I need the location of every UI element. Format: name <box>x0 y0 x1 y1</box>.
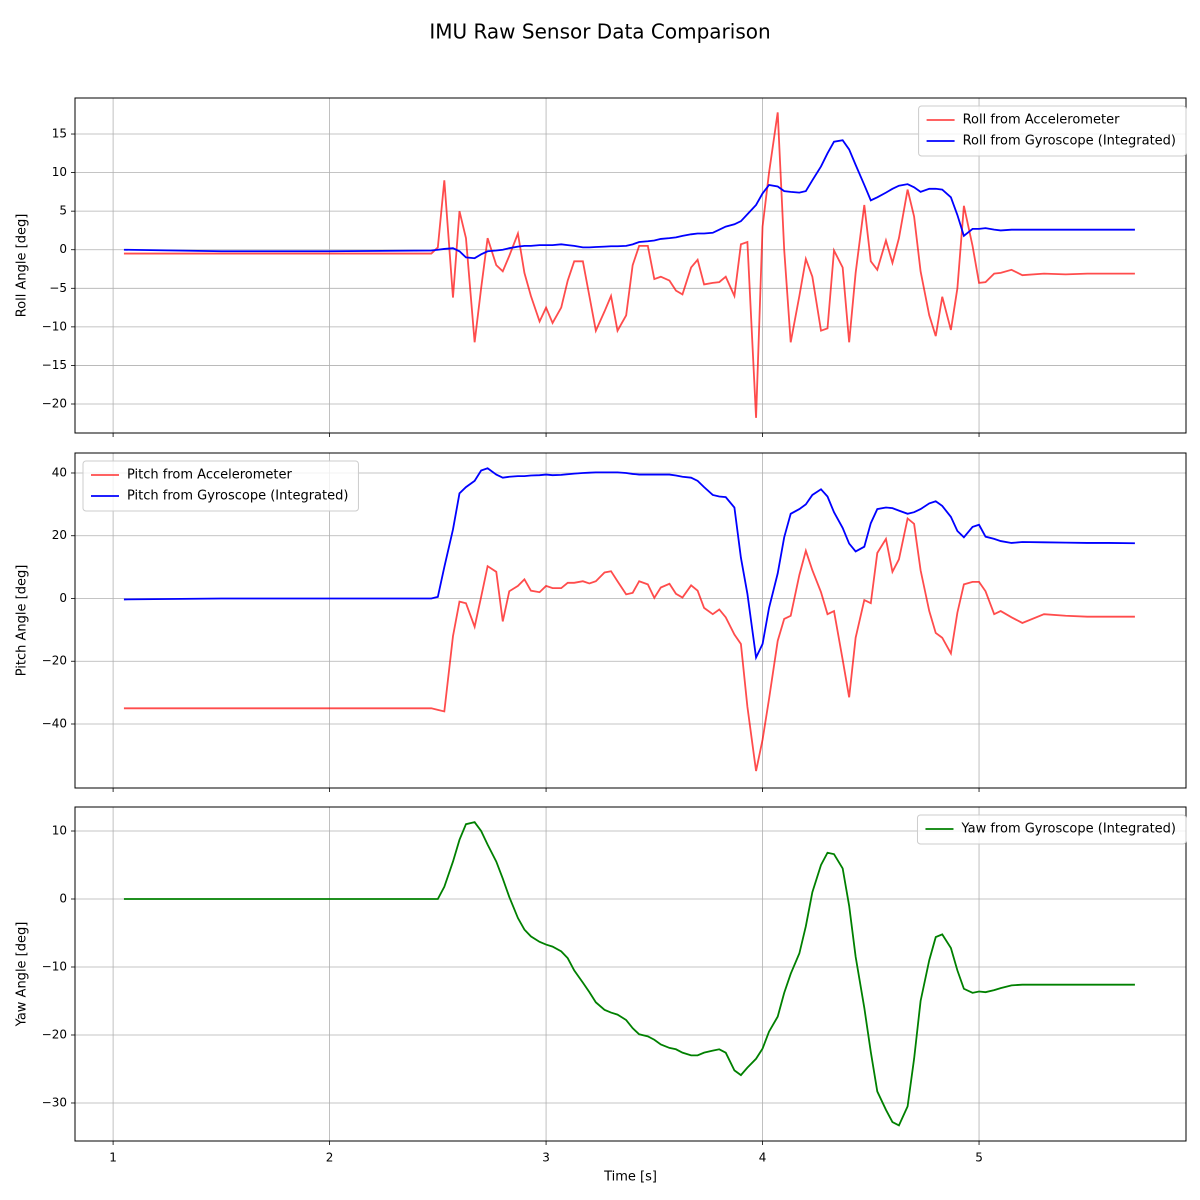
data-line <box>123 112 1135 418</box>
y-tick-label: 5 <box>59 204 67 218</box>
y-tick-label: −40 <box>42 716 67 730</box>
x-tick-label: 1 <box>109 1151 117 1165</box>
y-tick-label: −10 <box>42 319 67 333</box>
axes-frame <box>74 97 1187 434</box>
y-tick-label: −30 <box>42 1095 67 1109</box>
legend-label: Roll from Gyroscope (Integrated) <box>963 134 1176 149</box>
legend: Pitch from Accelerometer Pitch from Gyros… <box>82 460 359 512</box>
y-tick-label: −15 <box>42 358 67 372</box>
legend-label: Pitch from Gyroscope (Integrated) <box>127 489 348 504</box>
y-tick-label: 0 <box>59 242 67 256</box>
y-tick-label: 0 <box>59 591 67 605</box>
data-line <box>123 139 1135 260</box>
axes-frame <box>74 452 1187 789</box>
x-axis-label: Time [s] <box>603 1170 657 1185</box>
x-tick-label: 2 <box>326 1151 334 1165</box>
y-axis-label: Pitch Angle [deg] <box>15 565 30 677</box>
x-tick-label: 4 <box>759 1151 767 1165</box>
y-axis-label: Roll Angle [deg] <box>15 214 30 318</box>
y-tick-label: −20 <box>42 396 67 410</box>
y-tick-label: −20 <box>42 1027 67 1041</box>
y-tick-label: −20 <box>42 654 67 668</box>
legend: Roll from Accelerometer Roll from Gyrosco… <box>918 105 1187 157</box>
y-tick-label: −10 <box>42 959 67 973</box>
legend-box <box>82 460 359 512</box>
y-tick-label: 0 <box>59 891 67 905</box>
y-tick-label: 40 <box>52 465 67 479</box>
x-tick-label: 5 <box>975 1151 983 1165</box>
data-line <box>123 516 1135 772</box>
y-tick-label: 20 <box>52 528 67 542</box>
axes-frame <box>74 806 1187 1142</box>
figure-title: IMU Raw Sensor Data Comparison <box>429 20 770 44</box>
y-tick-label: 10 <box>52 165 67 179</box>
y-tick-label: 15 <box>52 127 67 141</box>
data-line <box>123 467 1135 661</box>
legend-box <box>918 105 1187 157</box>
y-tick-label: −5 <box>49 281 67 295</box>
x-tick-label: 3 <box>542 1151 550 1165</box>
y-axis-label: Yaw Angle [deg] <box>15 922 30 1028</box>
legend-label: Yaw from Gyroscope (Integrated) <box>960 822 1176 837</box>
legend-box <box>916 814 1187 845</box>
data-line <box>123 821 1135 1127</box>
legend-label: Roll from Accelerometer <box>963 113 1120 128</box>
legend-label: Pitch from Accelerometer <box>127 468 293 483</box>
y-tick-label: 10 <box>52 824 67 838</box>
legend: Yaw from Gyroscope (Integrated) <box>916 814 1187 845</box>
